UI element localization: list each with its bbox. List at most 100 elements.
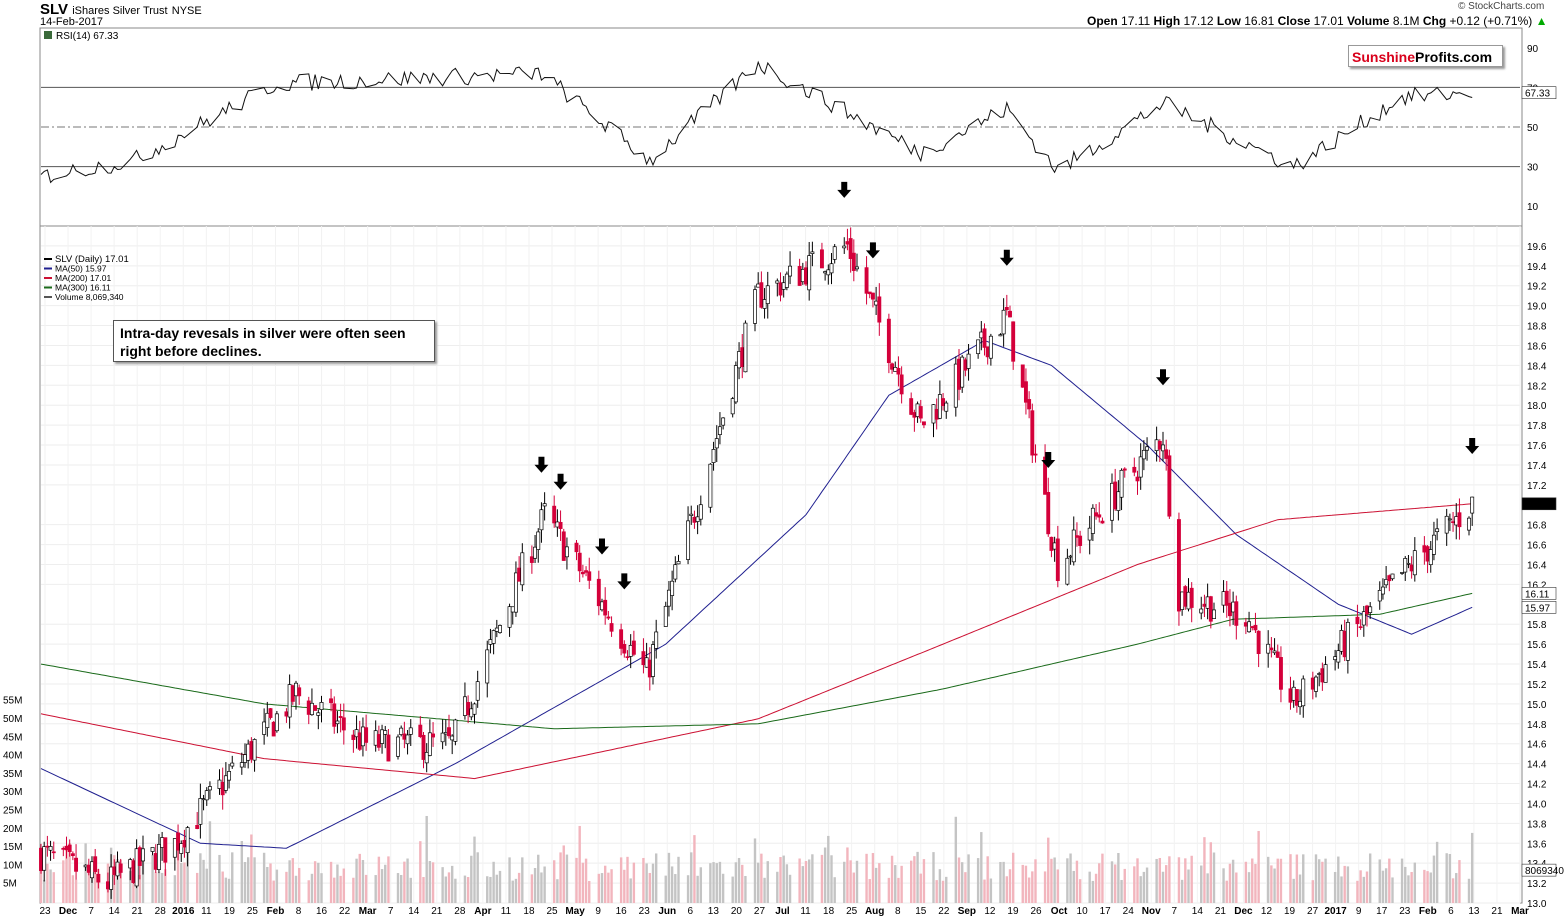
chart-date: 14-Feb-2017	[40, 16, 103, 28]
candle-body	[1227, 602, 1232, 617]
candle-body	[692, 516, 697, 523]
candle-body	[1339, 630, 1344, 652]
volume-bar	[552, 860, 556, 903]
candle-body	[845, 241, 850, 245]
candle-body	[1208, 596, 1213, 622]
volume-bar	[199, 853, 202, 903]
candle-body	[804, 267, 808, 285]
volume-bar	[1031, 871, 1034, 903]
volume-bar	[1378, 859, 1381, 903]
volume-bar	[1270, 865, 1273, 903]
time-tick-label: Feb	[1419, 906, 1437, 917]
time-tick-label: Dec	[1234, 906, 1253, 917]
candle-body	[1046, 492, 1051, 535]
volume-bar	[399, 874, 403, 903]
candle-body	[960, 356, 965, 388]
volume-bar	[690, 852, 693, 903]
volume-bar	[709, 863, 712, 903]
candle-body	[966, 353, 971, 369]
volume-bar	[1094, 873, 1098, 903]
volume-bar	[1467, 878, 1471, 903]
candle-body	[886, 318, 891, 364]
volume-bar	[1321, 861, 1324, 903]
volume-bar	[581, 862, 585, 903]
time-tick-label: Oct	[1051, 906, 1068, 917]
candle-body	[427, 732, 432, 756]
candle-body	[141, 848, 145, 862]
volume-bar	[333, 877, 336, 903]
candle-body	[717, 426, 722, 435]
volume-bar	[84, 843, 87, 903]
candle-body	[689, 513, 694, 516]
candle-body	[67, 844, 72, 853]
volume-bar	[1451, 878, 1455, 903]
value-badge-label: 17.01	[1525, 500, 1550, 511]
volume-bar	[865, 853, 868, 903]
volume-bar	[42, 879, 46, 903]
volume-bar	[597, 873, 601, 903]
volume-bar	[90, 869, 94, 903]
volume-bar	[1142, 871, 1146, 903]
candle-body	[539, 509, 544, 531]
volume-bar	[744, 875, 747, 903]
time-tick-label: 23	[39, 906, 51, 917]
time-tick-label: 17	[1100, 906, 1112, 917]
candle-body	[364, 727, 369, 743]
volume-bar	[1072, 870, 1075, 903]
volume-bar	[1002, 861, 1005, 903]
down-arrow-icon	[534, 456, 549, 473]
candle-body	[520, 552, 525, 586]
volume-bar	[833, 877, 836, 903]
volume-bar	[1273, 868, 1276, 903]
volume-bar	[463, 875, 467, 903]
price-tick-label: 15.4	[1527, 660, 1547, 671]
copyright: © StockCharts.com	[1458, 1, 1545, 12]
volume-bar	[855, 860, 859, 903]
volume-bar	[957, 857, 961, 903]
candle-body	[1186, 591, 1191, 610]
ma-line-ma50	[40, 339, 1473, 849]
candle-body	[1234, 601, 1239, 626]
volume-bar	[1391, 877, 1394, 903]
candle-body	[1298, 700, 1303, 708]
volume-tick-label: 25M	[3, 806, 22, 817]
volume-bar	[871, 853, 875, 903]
candle-body	[163, 837, 168, 863]
candle-body	[160, 837, 165, 848]
volume-bar	[1384, 868, 1388, 903]
candle-body	[1004, 307, 1009, 311]
candle-body	[1451, 521, 1456, 524]
volume-bar	[1098, 863, 1101, 903]
volume-bar	[1043, 871, 1047, 903]
candle-body	[472, 703, 477, 715]
down-arrow-icon	[617, 573, 632, 590]
time-tick-label: 21	[1215, 906, 1227, 917]
volume-bar	[336, 864, 339, 903]
time-tick-label: 27	[754, 906, 766, 917]
candle-body	[1403, 558, 1408, 573]
volume-bar	[537, 854, 540, 903]
price-tick-label: 15.0	[1527, 700, 1547, 711]
candle-body	[721, 417, 726, 426]
ma-line-ma200	[40, 503, 1473, 780]
candle-body	[373, 730, 378, 746]
ohlc-readout: Open 17.11 High 17.12 Low 16.81 Close 17…	[1087, 14, 1548, 28]
volume-bar	[1435, 841, 1439, 903]
volume-bar	[1222, 868, 1225, 903]
volume-bar	[307, 880, 310, 903]
volume-bar	[1368, 853, 1372, 903]
volume-bar	[231, 852, 234, 903]
volume-bar	[218, 854, 221, 903]
candle-body	[112, 866, 117, 875]
candle-body	[1345, 622, 1350, 661]
candle-body	[874, 300, 879, 306]
volume-bar	[843, 861, 846, 903]
candle-body	[1094, 512, 1099, 517]
signal-arrows	[534, 181, 1480, 590]
volume-bar	[1432, 855, 1436, 903]
volume-bar	[954, 816, 958, 903]
volume-bar	[266, 867, 269, 903]
volume-bar	[894, 865, 897, 903]
volume-bar	[530, 874, 534, 903]
time-tick-label: 28	[454, 906, 466, 917]
